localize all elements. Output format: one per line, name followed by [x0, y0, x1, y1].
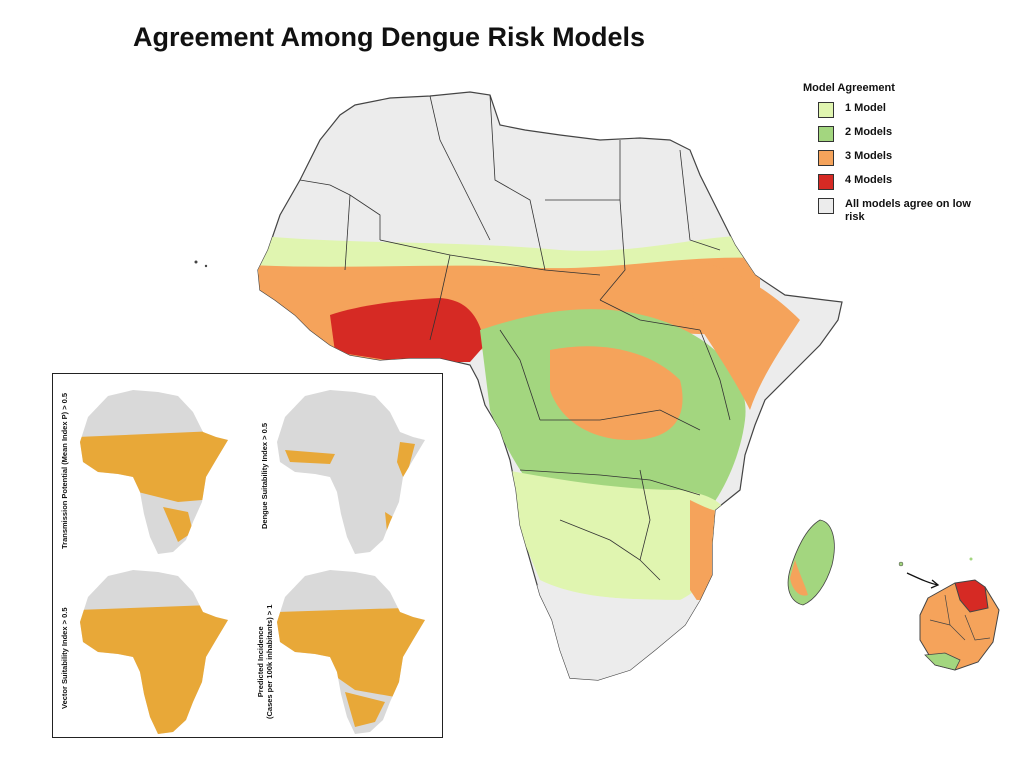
legend-item-2-models: 2 Models — [818, 126, 985, 142]
mozambique-3-models — [690, 500, 745, 605]
inset-panel-frame: Transmission Potential (Mean Index P) > … — [52, 373, 443, 738]
inset-label-vector-suitability: Vector Suitability Index > 0.5 — [60, 607, 69, 710]
inset-label-line2: (Cases per 100k inhabitants) > 1 — [265, 604, 274, 719]
inset-label-dengue-suitability: Dengue Suitability Index > 0.5 — [260, 422, 269, 529]
legend-label: 2 Models — [845, 126, 893, 138]
central-orange-patch — [550, 346, 683, 440]
legend-label: All models agree on low risk — [845, 198, 971, 223]
legend-item-3-models: 3 Models — [818, 150, 985, 166]
zoom-arrow-icon — [906, 572, 940, 589]
gulf-guinea-4-models — [330, 298, 485, 362]
legend-label: 3 Models — [845, 150, 893, 162]
africa-continent — [257, 91, 843, 681]
legend-swatch — [818, 174, 834, 190]
legend-swatch — [818, 198, 834, 214]
inset-label-line1: Predicted Incidence — [256, 626, 265, 698]
inset-map-vector-suitability — [80, 570, 228, 734]
country-borders — [299, 94, 731, 581]
inset-label-predicted-incidence: Predicted Incidence (Cases per 100k inha… — [256, 605, 274, 719]
legend-item-4-models: 4 Models — [818, 174, 985, 190]
southern-africa-1-model — [505, 470, 731, 600]
inset-map-predicted-incidence — [277, 570, 425, 734]
inset-map-transmission-potential — [80, 390, 228, 554]
legend-swatch — [818, 102, 834, 118]
legend-label: 1 Model — [845, 102, 886, 114]
map-title: Agreement Among Dengue Risk Models — [133, 22, 646, 52]
madagascar — [787, 519, 835, 606]
legend-item-low-risk: All models agree on low risk — [818, 198, 985, 224]
legend-item-1-model: 1 Model — [818, 102, 985, 118]
legend-swatch — [818, 150, 834, 166]
mauritius-zoom — [919, 579, 1000, 671]
inset-map-dengue-suitability — [277, 390, 425, 554]
legend-label: 4 Models — [845, 174, 893, 186]
inset-label-transmission-potential: Transmission Potential (Mean Index P) > … — [60, 392, 69, 549]
legend: Model Agreement 1 Model 2 Models 3 Model… — [803, 82, 985, 232]
legend-title: Model Agreement — [803, 82, 895, 94]
inset-maps — [80, 390, 425, 734]
legend-swatch — [818, 126, 834, 142]
east-africa-3-models — [690, 260, 800, 410]
